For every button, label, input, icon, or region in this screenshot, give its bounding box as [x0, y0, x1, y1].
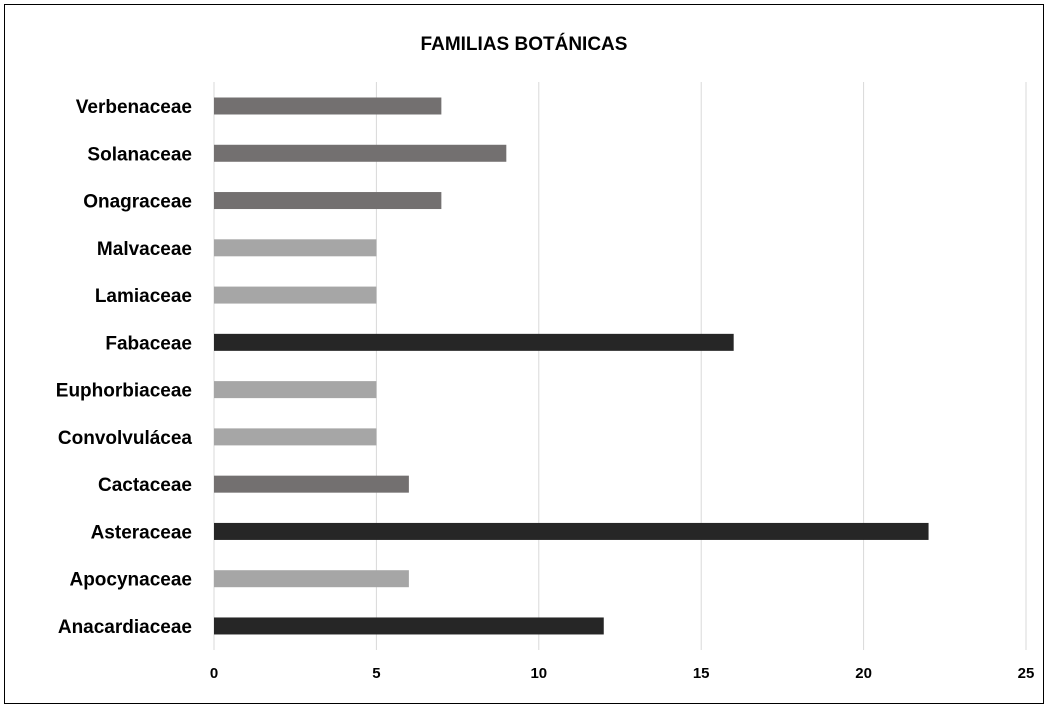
category-label: Convolvulácea — [58, 428, 193, 449]
x-tick-label: 15 — [693, 665, 710, 682]
bar-apocynaceae — [214, 570, 409, 588]
bar-convolvulácea — [214, 428, 377, 446]
category-label: Asteraceae — [91, 522, 192, 543]
chart-frame — [4, 4, 1044, 704]
bar-euphorbiaceae — [214, 381, 377, 399]
bar-anacardiaceae — [214, 617, 604, 635]
bar-asteraceae — [214, 522, 929, 540]
category-label: Fabaceae — [105, 333, 192, 354]
category-label: Cactaceae — [98, 475, 192, 496]
category-label: Verbenaceae — [76, 97, 192, 118]
x-tick-label: 0 — [210, 665, 218, 682]
category-label: Anacardiaceae — [58, 617, 192, 638]
bar-onagraceae — [214, 192, 442, 210]
bar-fabaceae — [214, 333, 734, 351]
bar-lamiaceae — [214, 286, 377, 304]
category-label: Apocynaceae — [69, 570, 192, 591]
bar-verbenaceae — [214, 97, 442, 115]
x-tick-label: 20 — [855, 665, 872, 682]
category-label: Lamiaceae — [95, 286, 192, 307]
category-label: Euphorbiaceae — [56, 381, 192, 402]
x-tick-label: 5 — [372, 665, 380, 682]
category-label: Malvaceae — [97, 239, 192, 260]
category-label: Solanaceae — [87, 144, 192, 165]
category-label: Onagraceae — [83, 192, 192, 213]
x-tick-labels: 0 5 10 15 20 25 — [210, 665, 1035, 682]
x-tick-label: 10 — [530, 665, 547, 682]
bar-cactaceae — [214, 475, 409, 493]
bars — [214, 97, 929, 635]
gridlines — [213, 82, 1027, 650]
category-labels: Verbenaceae Solanaceae Onagraceae Malvaceae… — [56, 97, 193, 638]
chart-title: FAMILIAS BOTÁNICAS — [420, 34, 628, 55]
x-tick-label: 25 — [1018, 665, 1035, 682]
bar-malvaceae — [214, 239, 377, 257]
bar-solanaceae — [214, 144, 507, 162]
